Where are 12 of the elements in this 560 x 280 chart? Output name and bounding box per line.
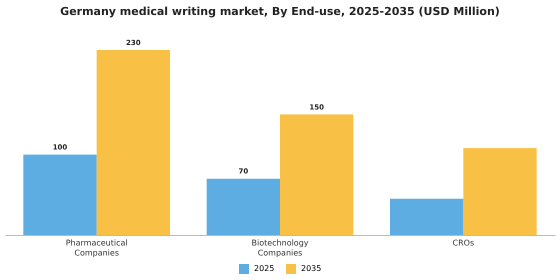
bar: [23, 154, 97, 235]
x-tick-label: CROs: [452, 238, 474, 248]
legend-label: 2025: [254, 264, 274, 273]
bar: [280, 114, 354, 235]
x-tick-label: Pharmaceutical Companies: [66, 238, 128, 258]
bar: [206, 178, 280, 235]
legend-label: 2035: [301, 264, 322, 273]
bar: [463, 148, 537, 235]
bar: [390, 198, 464, 235]
bar: [96, 50, 170, 235]
chart-title: Germany medical writing market, By End-use, 2025-2035 (USD Million): [60, 5, 500, 18]
x-tick-label: Biotechnology Companies: [251, 238, 309, 258]
